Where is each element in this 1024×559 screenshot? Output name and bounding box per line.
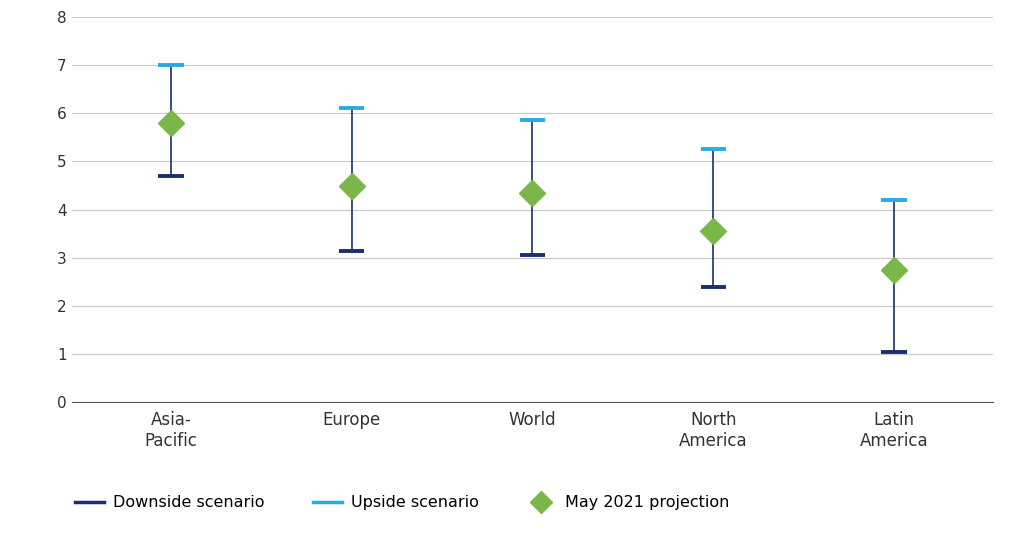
Legend: Downside scenario, Upside scenario, May 2021 projection: Downside scenario, Upside scenario, May … xyxy=(75,495,730,510)
